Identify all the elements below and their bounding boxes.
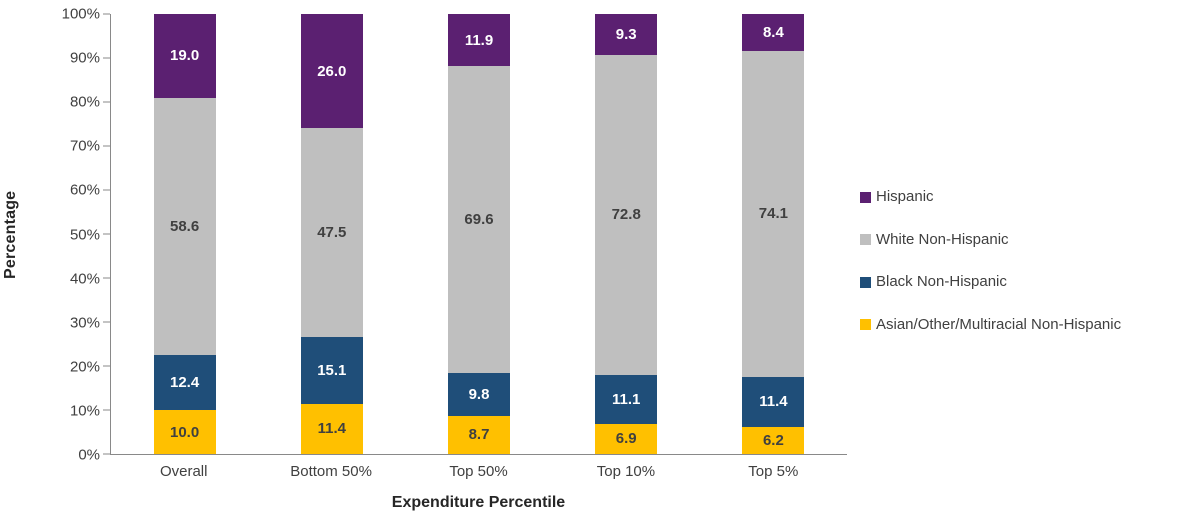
bar-stack: 6.9 11.1 72.8 9.3 bbox=[553, 14, 700, 454]
y-axis-ticks: 0% 10% 20% 30% 40% 50% 60% 70% 80% 90% 100% bbox=[28, 6, 100, 464]
bar-value-label: 9.8 bbox=[468, 385, 490, 403]
bar-segment: 11.4 bbox=[300, 403, 363, 454]
bar-segment: 26.0 bbox=[300, 14, 363, 129]
legend-label: Asian/Other/Multiracial Non-Hispanic bbox=[876, 315, 1122, 333]
y-tick-mark bbox=[103, 145, 110, 147]
y-tick-label: 90% bbox=[69, 49, 100, 67]
x-category-label: Top 50% bbox=[449, 463, 508, 480]
legend-marker bbox=[860, 191, 871, 203]
bar-segment: 10.0 bbox=[153, 410, 216, 454]
bar-value-label: 8.4 bbox=[762, 23, 784, 41]
y-tick-label: 60% bbox=[69, 181, 100, 199]
bar-value-label: 15.1 bbox=[317, 362, 347, 380]
bar-value-label: 11.4 bbox=[759, 393, 788, 411]
y-tick-mark bbox=[103, 453, 110, 455]
bar-stack: 11.4 15.1 47.5 26.0 bbox=[258, 14, 405, 454]
y-tick-mark bbox=[103, 57, 110, 59]
bars-row: 10.0 12.4 58.6 19.0 11.4 15.1 47.5 26.0 8.7 9.8 69… bbox=[111, 14, 847, 454]
bar-segment: 15.1 bbox=[300, 337, 363, 404]
y-tick-mark bbox=[103, 321, 110, 323]
bar-segment: 8.4 bbox=[742, 14, 805, 51]
bar-stack: 8.7 9.8 69.6 11.9 bbox=[405, 14, 552, 454]
bar-segment: 69.6 bbox=[448, 66, 510, 373]
y-tick-label: 100% bbox=[61, 5, 100, 23]
legend-item: White Non-Hispanic bbox=[860, 230, 1121, 249]
x-category-label: Bottom 50% bbox=[290, 463, 372, 480]
y-tick-label: 30% bbox=[69, 314, 100, 332]
bar-segment: 72.8 bbox=[595, 54, 658, 375]
bar-segment: 58.6 bbox=[153, 97, 216, 356]
y-tick-label: 40% bbox=[69, 270, 100, 288]
legend-item: Hispanic bbox=[860, 188, 1121, 206]
bar-value-label: 11.9 bbox=[464, 31, 494, 49]
bar-segment: 11.9 bbox=[448, 14, 510, 67]
y-tick-label: 10% bbox=[69, 402, 100, 420]
x-category-label: Top 5% bbox=[748, 463, 799, 480]
bar-stack: 6.2 11.4 74.1 8.4 bbox=[700, 14, 847, 454]
bar-value-label: 19.0 bbox=[169, 47, 200, 65]
bar-value-label: 69.6 bbox=[464, 211, 494, 228]
bar-segment: 12.4 bbox=[153, 355, 216, 410]
bar-segment: 11.4 bbox=[742, 376, 805, 427]
y-tick-mark bbox=[103, 409, 110, 411]
bar-segment: 6.9 bbox=[595, 423, 658, 454]
y-tick-label: 0% bbox=[78, 446, 100, 464]
plot-area: 10.0 12.4 58.6 19.0 11.4 15.1 47.5 26.0 8.7 9.8 69… bbox=[103, 13, 847, 455]
bar-value-label: 26.0 bbox=[317, 62, 347, 80]
bar-value-label: 6.9 bbox=[615, 430, 637, 448]
legend-label: Black Non-Hispanic bbox=[876, 273, 1007, 290]
bar-value-label: 8.7 bbox=[468, 426, 490, 444]
bar-segment: 6.2 bbox=[742, 426, 805, 454]
y-tick-mark bbox=[103, 233, 110, 235]
legend-item: Black Non-Hispanic bbox=[860, 273, 1121, 291]
legend-item: Asian/Other/Multiracial Non-Hispanic bbox=[860, 315, 1122, 334]
bar-stack: 10.0 12.4 58.6 19.0 bbox=[111, 14, 258, 454]
y-axis-title: Percentage bbox=[2, 190, 19, 279]
y-tick-mark bbox=[103, 365, 110, 367]
x-category-label: Top 10% bbox=[596, 463, 656, 480]
bar-value-label: 72.8 bbox=[611, 206, 641, 224]
bar-value-label: 11.4 bbox=[317, 420, 346, 438]
x-category-labels: Overall Bottom 50% Top 50% Top 10% Top 5% bbox=[110, 463, 847, 480]
y-tick-label: 20% bbox=[69, 358, 100, 376]
bar-value-label: 74.1 bbox=[758, 205, 788, 223]
y-tick-label: 80% bbox=[69, 93, 100, 111]
legend-label: Hispanic bbox=[876, 188, 934, 205]
bar-segment: 8.7 bbox=[448, 415, 510, 454]
bar-value-label: 9.3 bbox=[615, 25, 637, 43]
bar-value-label: 11.1 bbox=[612, 390, 641, 408]
bar-segment: 9.3 bbox=[595, 14, 658, 55]
legend-label: White Non-Hispanic bbox=[876, 230, 1009, 248]
legend: Hispanic White Non-Hispanic Black Non-Hisp… bbox=[860, 188, 1122, 334]
legend-marker bbox=[860, 319, 871, 331]
y-tick-label: 50% bbox=[69, 226, 100, 243]
y-tick-mark bbox=[103, 189, 110, 191]
y-tick-label: 70% bbox=[69, 137, 100, 155]
bar-segment: 74.1 bbox=[742, 50, 805, 377]
y-tick-mark bbox=[103, 13, 110, 15]
bar-segment: 11.1 bbox=[595, 374, 658, 424]
bar-value-label: 6.2 bbox=[762, 431, 784, 449]
bar-value-label: 10.0 bbox=[169, 423, 200, 441]
bar-value-label: 47.5 bbox=[317, 224, 347, 242]
bar-segment: 9.8 bbox=[448, 372, 510, 416]
bar-value-label: 12.4 bbox=[169, 374, 200, 392]
x-category-label: Overall bbox=[159, 463, 208, 480]
bar-value-label: 58.6 bbox=[169, 218, 200, 236]
bar-segment: 47.5 bbox=[300, 128, 363, 338]
x-axis-title: Expenditure Percentile bbox=[391, 494, 566, 511]
bar-segment: 19.0 bbox=[153, 14, 216, 98]
y-tick-mark bbox=[103, 101, 110, 103]
legend-marker bbox=[860, 234, 871, 246]
legend-marker bbox=[860, 276, 871, 288]
y-tick-mark bbox=[103, 277, 110, 279]
